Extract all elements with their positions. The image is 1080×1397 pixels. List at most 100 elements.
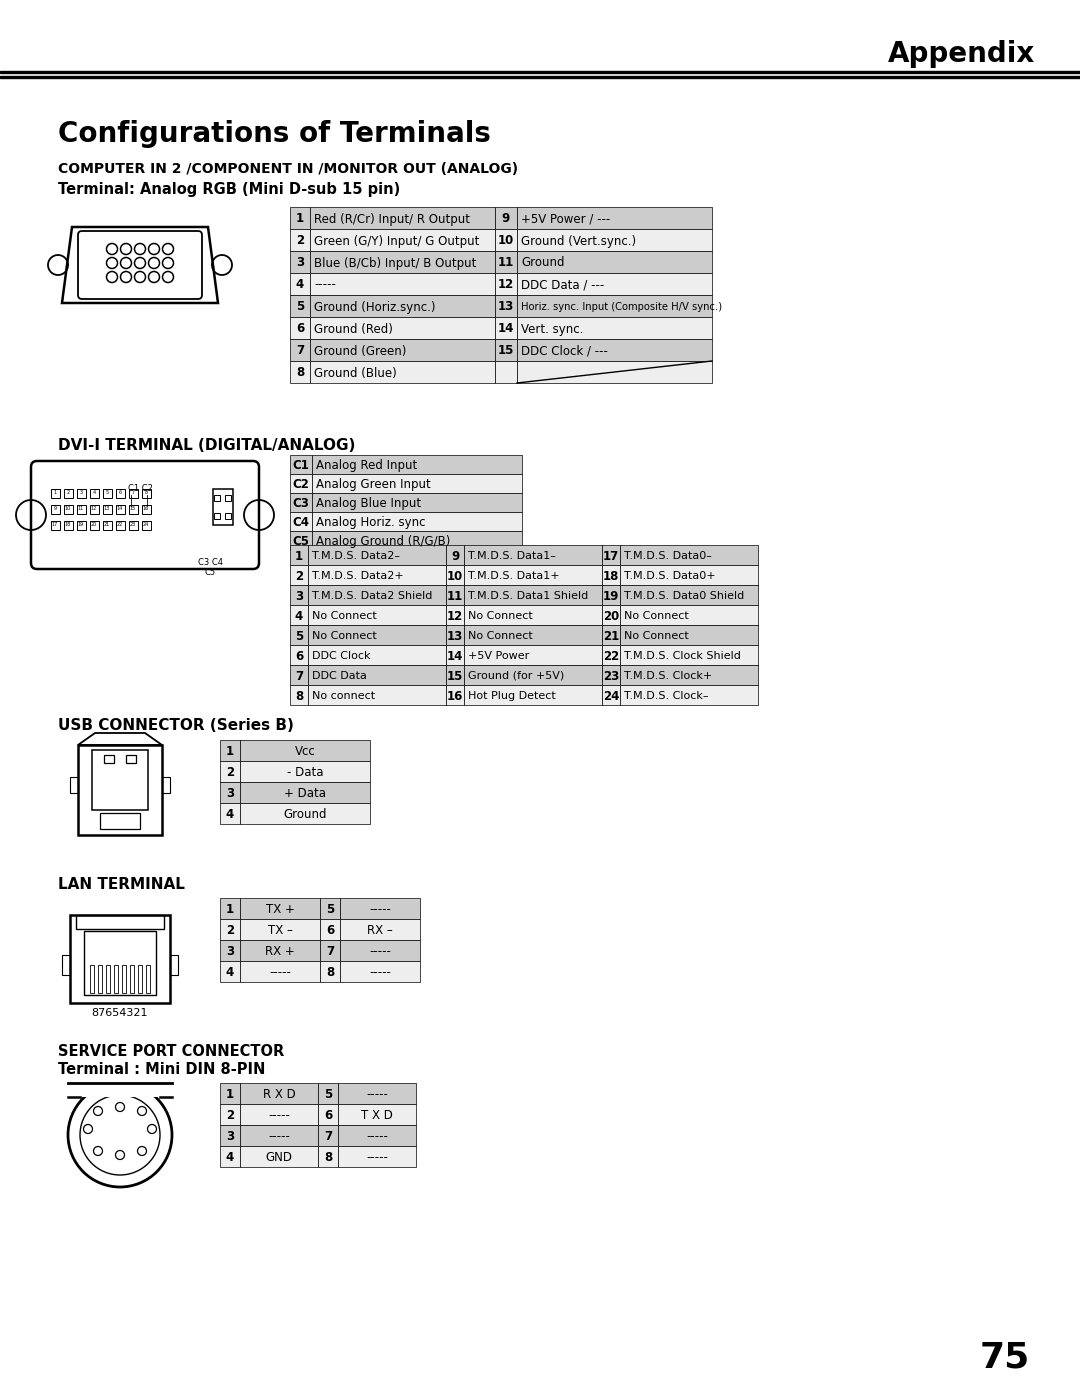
Text: 2: 2 bbox=[226, 923, 234, 937]
Bar bbox=[240, 803, 370, 824]
Bar bbox=[126, 754, 136, 763]
Bar bbox=[90, 965, 94, 993]
Bar bbox=[291, 493, 312, 511]
Bar bbox=[0, 75, 1080, 78]
Text: 24: 24 bbox=[603, 690, 619, 703]
Bar bbox=[98, 965, 102, 993]
Bar bbox=[517, 295, 712, 317]
Bar bbox=[0, 71, 1080, 73]
Bar bbox=[116, 521, 124, 529]
Bar bbox=[602, 645, 620, 665]
Bar bbox=[517, 251, 712, 272]
Bar bbox=[240, 740, 370, 761]
Text: DDC Data / ---: DDC Data / --- bbox=[521, 278, 604, 292]
Text: 8: 8 bbox=[295, 690, 303, 703]
Bar bbox=[464, 605, 602, 624]
Text: 15: 15 bbox=[447, 669, 463, 683]
Bar bbox=[103, 489, 111, 497]
Text: C3 C4: C3 C4 bbox=[198, 557, 222, 567]
Text: T.M.D.S. Clock Shield: T.M.D.S. Clock Shield bbox=[624, 651, 741, 661]
Bar bbox=[220, 1104, 240, 1125]
Bar bbox=[220, 919, 240, 940]
Text: 4: 4 bbox=[226, 807, 234, 821]
Text: 2: 2 bbox=[296, 235, 305, 247]
Bar bbox=[291, 624, 308, 645]
Text: T.M.D.S. Clock–: T.M.D.S. Clock– bbox=[624, 692, 708, 701]
Bar bbox=[340, 898, 420, 919]
Bar bbox=[308, 545, 446, 564]
Text: 19: 19 bbox=[78, 522, 84, 528]
Bar bbox=[291, 207, 310, 229]
Bar bbox=[318, 1104, 338, 1125]
Bar bbox=[602, 665, 620, 685]
Bar bbox=[446, 624, 464, 645]
Text: 12: 12 bbox=[498, 278, 514, 292]
Text: -----: ----- bbox=[268, 1130, 289, 1143]
Bar bbox=[225, 513, 231, 520]
Bar bbox=[340, 961, 420, 982]
Bar bbox=[320, 919, 340, 940]
Bar bbox=[446, 645, 464, 665]
Text: DDC Clock: DDC Clock bbox=[312, 651, 370, 661]
Text: Ground (Blue): Ground (Blue) bbox=[314, 366, 396, 380]
Bar bbox=[464, 585, 602, 605]
Text: 19: 19 bbox=[603, 590, 619, 602]
Bar bbox=[620, 645, 758, 665]
Text: Terminal : Mini DIN 8-PIN: Terminal : Mini DIN 8-PIN bbox=[58, 1062, 266, 1077]
Bar bbox=[291, 360, 310, 383]
Bar bbox=[240, 961, 320, 982]
Bar bbox=[76, 915, 164, 929]
Bar bbox=[214, 495, 220, 502]
Bar bbox=[310, 339, 495, 360]
Bar bbox=[220, 1083, 240, 1104]
Text: 22: 22 bbox=[117, 522, 123, 528]
Text: Ground (Red): Ground (Red) bbox=[314, 323, 393, 335]
Text: Terminal: Analog RGB (Mini D-sub 15 pin): Terminal: Analog RGB (Mini D-sub 15 pin) bbox=[58, 182, 401, 197]
Bar bbox=[220, 803, 240, 824]
Bar bbox=[291, 645, 308, 665]
Bar bbox=[220, 898, 240, 919]
Bar bbox=[620, 605, 758, 624]
Bar bbox=[338, 1104, 416, 1125]
Bar bbox=[104, 754, 114, 763]
Bar bbox=[240, 761, 370, 782]
Text: RX –: RX – bbox=[367, 923, 393, 937]
Text: 1: 1 bbox=[295, 549, 303, 563]
Text: 9: 9 bbox=[502, 212, 510, 225]
Bar bbox=[338, 1146, 416, 1166]
Text: 2: 2 bbox=[295, 570, 303, 583]
Text: -----: ----- bbox=[366, 1130, 388, 1143]
Text: 3: 3 bbox=[295, 590, 303, 602]
Bar bbox=[116, 504, 124, 514]
Text: T X D: T X D bbox=[361, 1109, 393, 1122]
Text: 15: 15 bbox=[498, 345, 514, 358]
Bar bbox=[291, 272, 310, 295]
Bar bbox=[517, 207, 712, 229]
Text: +5V Power: +5V Power bbox=[468, 651, 529, 661]
Circle shape bbox=[94, 1147, 103, 1155]
Bar bbox=[517, 317, 712, 339]
Bar bbox=[103, 521, 111, 529]
Circle shape bbox=[148, 1125, 157, 1133]
Text: 3: 3 bbox=[80, 490, 82, 496]
Bar bbox=[106, 965, 110, 993]
Text: 5: 5 bbox=[106, 490, 109, 496]
Text: 9: 9 bbox=[54, 507, 56, 511]
Bar bbox=[320, 898, 340, 919]
Text: 17: 17 bbox=[603, 549, 619, 563]
Bar bbox=[77, 504, 85, 514]
Text: 15: 15 bbox=[130, 507, 136, 511]
Bar bbox=[338, 1125, 416, 1146]
Text: C3: C3 bbox=[293, 497, 310, 510]
Bar bbox=[240, 919, 320, 940]
Bar bbox=[464, 564, 602, 585]
Bar bbox=[64, 504, 72, 514]
Text: 13: 13 bbox=[104, 507, 110, 511]
Text: 87654321: 87654321 bbox=[92, 1009, 148, 1018]
Bar bbox=[100, 813, 140, 828]
Text: -----: ----- bbox=[314, 278, 336, 292]
Bar bbox=[310, 295, 495, 317]
Bar bbox=[64, 489, 72, 497]
Bar bbox=[291, 511, 312, 531]
Text: No Connect: No Connect bbox=[624, 610, 689, 622]
